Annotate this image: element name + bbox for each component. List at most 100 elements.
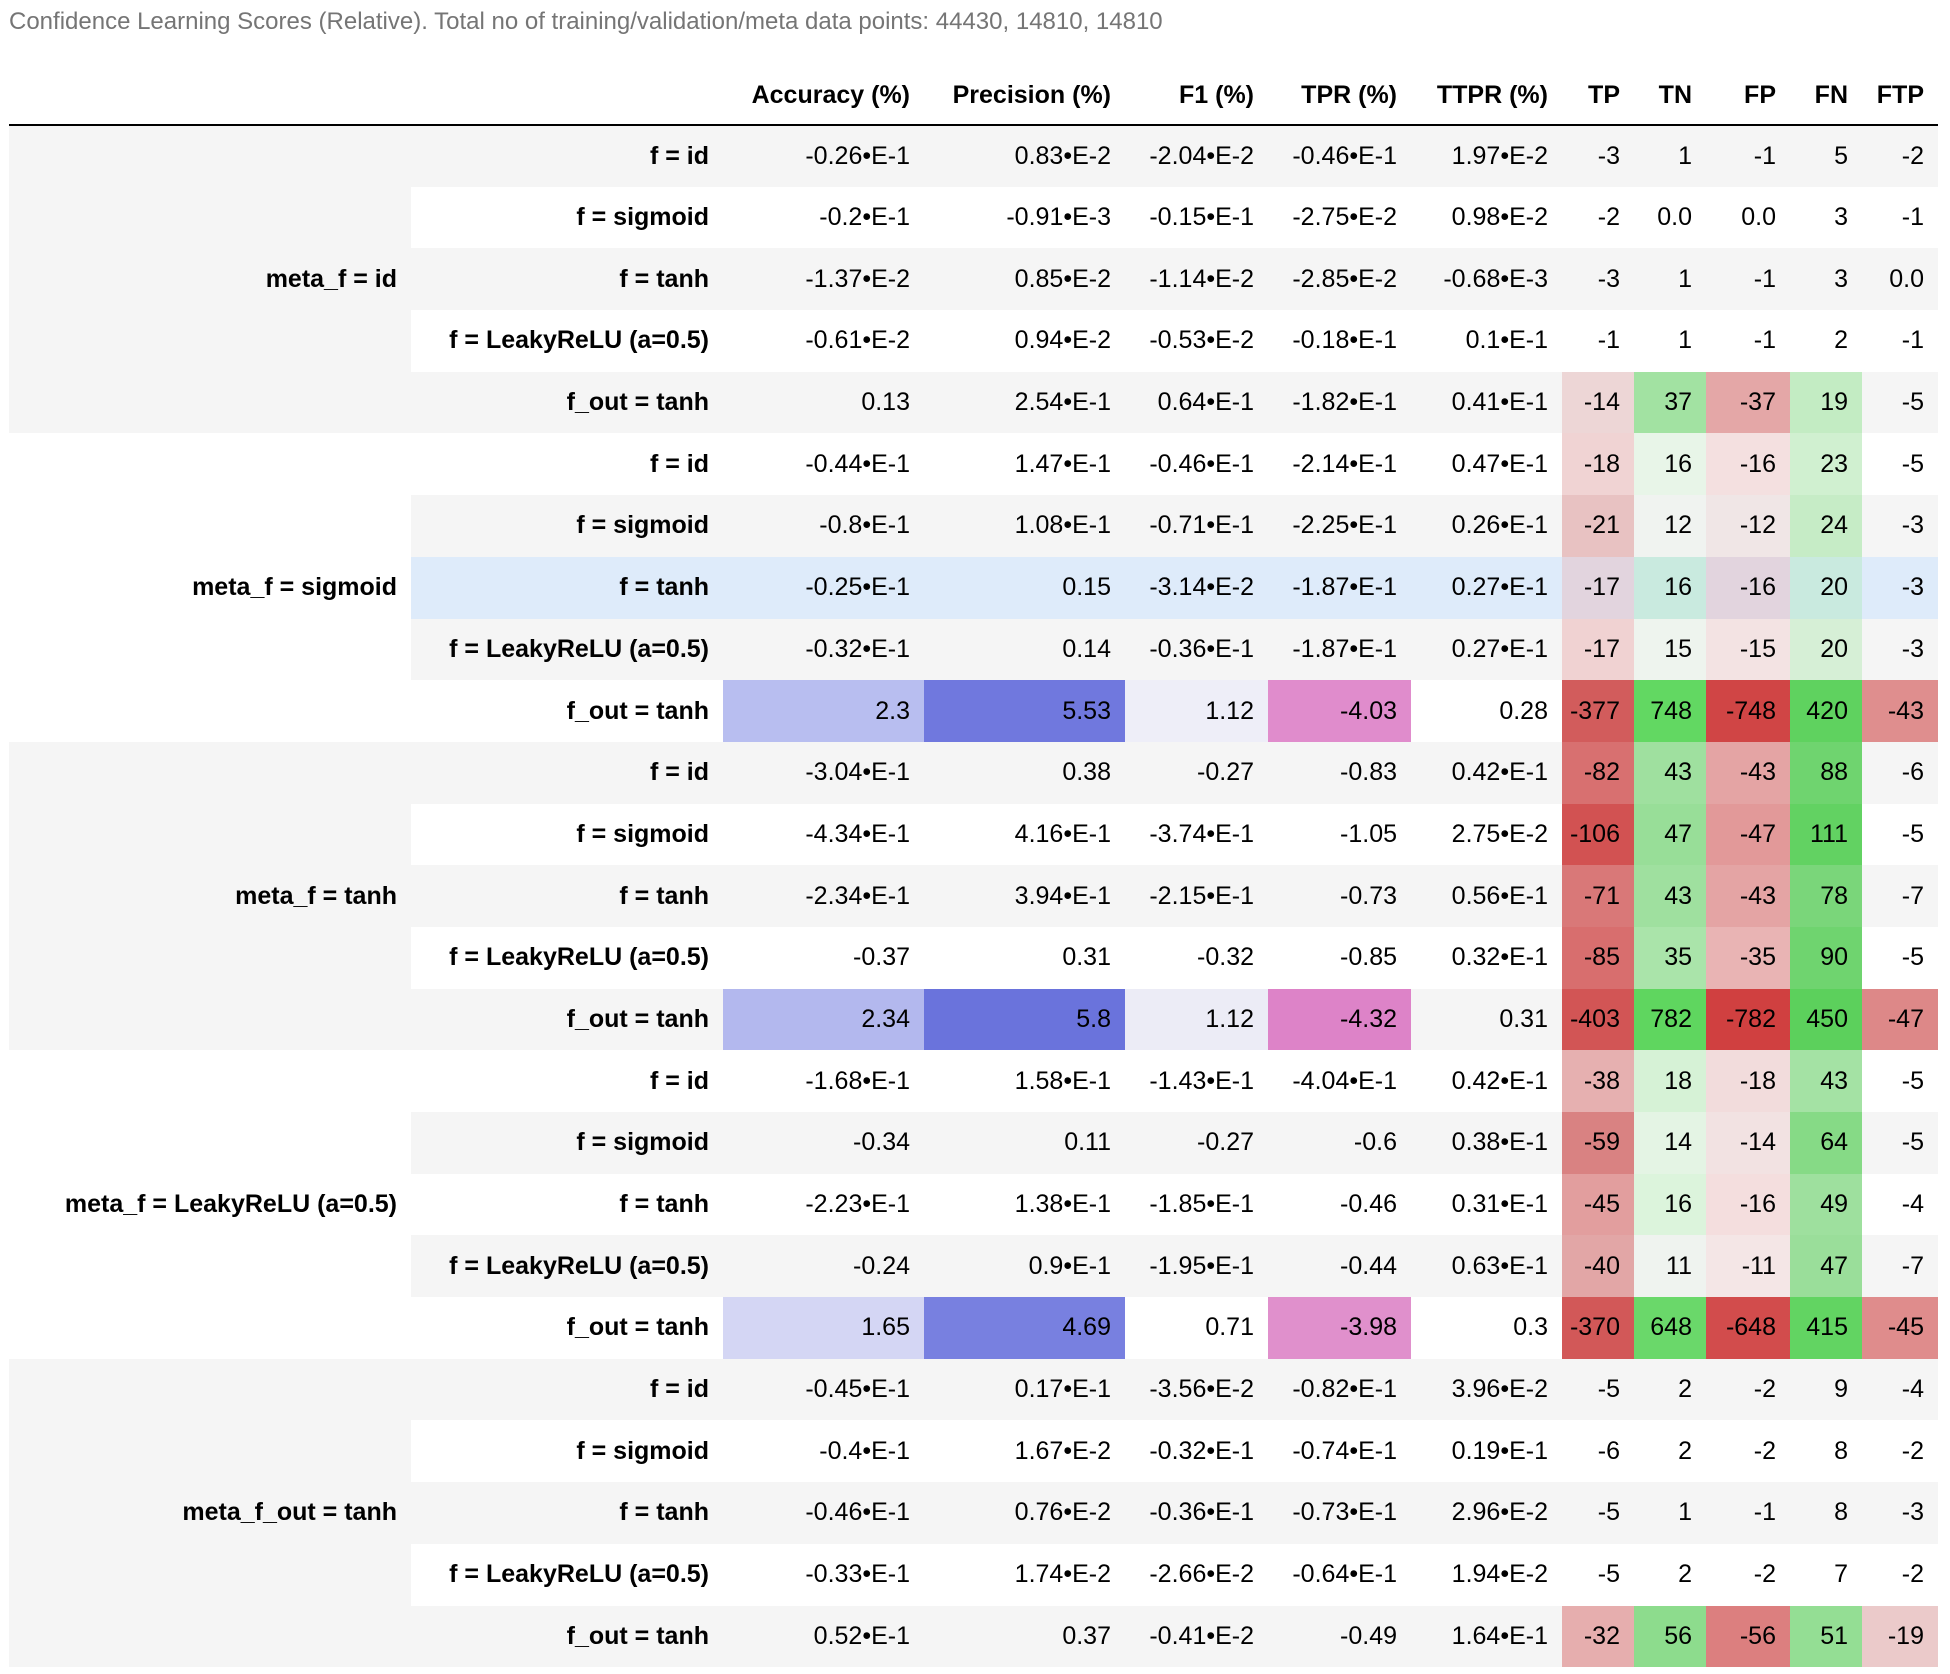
value-cell: -0.25•E-1: [723, 556, 924, 619]
value-cell: -0.32: [1125, 926, 1268, 989]
value-cell: -1.85•E-1: [1125, 1173, 1268, 1236]
column-header[interactable]: Accuracy (%): [723, 66, 924, 126]
value-cell: -2.25•E-1: [1268, 495, 1411, 557]
column-header[interactable]: TTPR (%): [1411, 66, 1562, 126]
column-header[interactable]: FP: [1706, 66, 1790, 126]
value-cell: -6: [1562, 1420, 1634, 1483]
value-cell: -4.04•E-1: [1268, 1050, 1411, 1112]
value-cell: 0.13: [723, 371, 924, 434]
value-cell: -4.03: [1268, 680, 1411, 742]
value-cell: 0.32•E-1: [1411, 926, 1562, 989]
value-cell: -14: [1706, 1112, 1790, 1174]
column-header[interactable]: FTP: [1862, 66, 1938, 126]
row-label: f = sigmoid: [411, 803, 723, 866]
value-cell: 782: [1634, 988, 1706, 1051]
value-cell: 47: [1634, 803, 1706, 866]
value-cell: -0.37: [723, 926, 924, 989]
value-cell: -16: [1706, 556, 1790, 619]
column-header[interactable]: TN: [1634, 66, 1706, 126]
value-cell: -38: [1562, 1050, 1634, 1112]
value-cell: 1.12: [1125, 680, 1268, 742]
value-cell: 0.47•E-1: [1411, 433, 1562, 496]
value-cell: -5: [1862, 803, 1938, 866]
value-cell: 415: [1790, 1297, 1862, 1359]
table-row: f = sigmoid -0.4•E-1 1.67•E-2 -0.32•E-1 -0.7…: [9, 1420, 1938, 1483]
value-cell: 2.54•E-1: [924, 371, 1125, 434]
value-cell: -32: [1562, 1605, 1634, 1668]
value-cell: 0.38•E-1: [1411, 1112, 1562, 1174]
table-row: f_out = tanh 0.52•E-1 0.37 -0.41•E-2 -0.49 1.…: [9, 1605, 1938, 1668]
value-cell: -2.34•E-1: [723, 865, 924, 927]
table-row: f = sigmoid -0.2•E-1 -0.91•E-3 -0.15•E-1 -2.…: [9, 186, 1938, 249]
value-cell: -12: [1706, 495, 1790, 557]
value-cell: -43: [1706, 865, 1790, 927]
row-label: f_out = tanh: [411, 371, 723, 434]
value-cell: -1.87•E-1: [1268, 556, 1411, 619]
value-cell: 0.85•E-2: [924, 248, 1125, 311]
row-label: f = sigmoid: [411, 186, 723, 249]
value-cell: -7: [1862, 865, 1938, 927]
value-cell: 111: [1790, 803, 1862, 866]
value-cell: -2.14•E-1: [1268, 433, 1411, 496]
table-row: f_out = tanh 2.3 5.53 1.12 -4.03 0.28 -377 748-…: [9, 680, 1938, 742]
value-cell: -19: [1862, 1605, 1938, 1668]
value-cell: 23: [1790, 433, 1862, 496]
value-cell: 1.97•E-2: [1411, 125, 1562, 187]
column-header[interactable]: F1 (%): [1125, 66, 1268, 126]
value-cell: 18: [1634, 1050, 1706, 1112]
row-label: f = id: [411, 1358, 723, 1421]
value-cell: -3: [1562, 125, 1634, 187]
value-cell: -16: [1706, 1173, 1790, 1236]
value-cell: 0.31: [924, 926, 1125, 989]
group-label: meta_f = LeakyReLU (a=0.5): [9, 1050, 411, 1359]
table-row: f = sigmoid -0.34 0.11 -0.27 -0.6 0.38•E-1 -59…: [9, 1112, 1938, 1174]
value-cell: -1: [1862, 310, 1938, 372]
table-row: f = LeakyReLU (a=0.5) -0.37 0.31 -0.32 -0.85…: [9, 926, 1938, 989]
row-label: f = tanh: [411, 865, 723, 927]
column-header[interactable]: Precision (%): [924, 66, 1125, 126]
value-cell: 16: [1634, 1173, 1706, 1236]
table-caption: Confidence Learning Scores (Relative). T…: [9, 8, 1163, 35]
value-cell: -0.85: [1268, 926, 1411, 989]
value-cell: -4.34•E-1: [723, 803, 924, 866]
value-cell: -782: [1706, 988, 1790, 1051]
value-cell: -0.27: [1125, 741, 1268, 804]
value-cell: -0.61•E-2: [723, 310, 924, 372]
value-cell: -2: [1862, 125, 1938, 187]
value-cell: -3.74•E-1: [1125, 803, 1268, 866]
value-cell: 1: [1634, 125, 1706, 187]
value-cell: 4.69: [924, 1297, 1125, 1359]
value-cell: -4: [1862, 1173, 1938, 1236]
column-header[interactable]: FN: [1790, 66, 1862, 126]
value-cell: -0.18•E-1: [1268, 310, 1411, 372]
value-cell: -11: [1706, 1235, 1790, 1298]
row-label: f_out = tanh: [411, 680, 723, 742]
value-cell: 0.27•E-1: [1411, 556, 1562, 619]
value-cell: -5: [1562, 1543, 1634, 1606]
value-cell: 0.98•E-2: [1411, 186, 1562, 249]
value-cell: -5: [1862, 433, 1938, 496]
value-cell: -21: [1562, 495, 1634, 557]
value-cell: 37: [1634, 371, 1706, 434]
value-cell: 88: [1790, 741, 1862, 804]
value-cell: -5: [1862, 926, 1938, 989]
value-cell: -4.32: [1268, 988, 1411, 1051]
value-cell: -14: [1562, 371, 1634, 434]
column-header[interactable]: TP: [1562, 66, 1634, 126]
value-cell: -3.14•E-2: [1125, 556, 1268, 619]
value-cell: -0.15•E-1: [1125, 186, 1268, 249]
value-cell: 35: [1634, 926, 1706, 989]
header-row-blank: [411, 66, 723, 126]
value-cell: 0.56•E-1: [1411, 865, 1562, 927]
table-row: f = tanh -2.34•E-1 3.94•E-1 -2.15•E-1 -0.73 0…: [9, 865, 1938, 927]
value-cell: 1.94•E-2: [1411, 1543, 1562, 1606]
value-cell: -1: [1562, 310, 1634, 372]
value-cell: 2: [1634, 1358, 1706, 1421]
value-cell: -37: [1706, 371, 1790, 434]
value-cell: -377: [1562, 680, 1634, 742]
value-cell: 19: [1790, 371, 1862, 434]
value-cell: -71: [1562, 865, 1634, 927]
value-cell: -47: [1862, 988, 1938, 1051]
column-header[interactable]: TPR (%): [1268, 66, 1411, 126]
value-cell: -47: [1706, 803, 1790, 866]
